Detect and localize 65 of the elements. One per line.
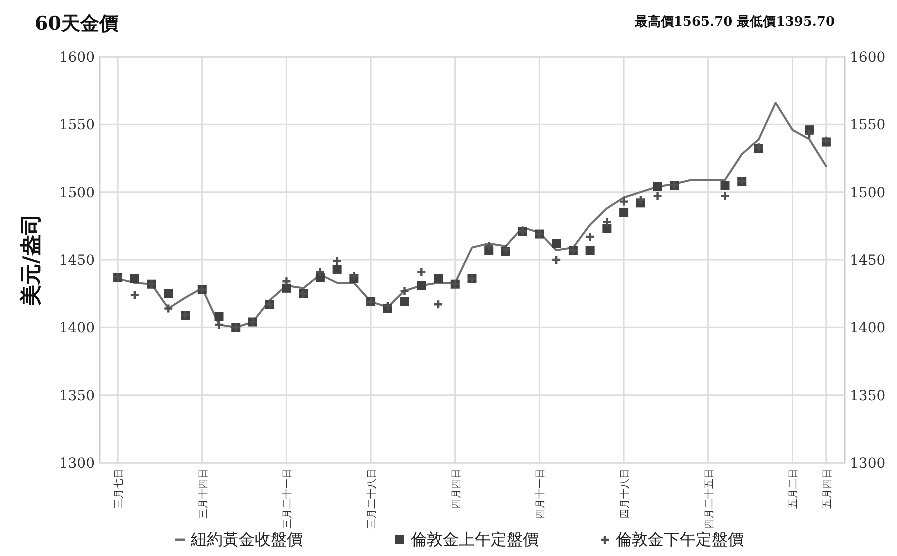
- y-tick-label: 1400: [59, 320, 95, 337]
- x-tick-label: 五月二日: [788, 469, 800, 509]
- point: [585, 232, 596, 242]
- legend-label: 倫敦金下午定盤價: [615, 530, 744, 549]
- x-tick-label: 四月十一日: [534, 469, 547, 519]
- point: [282, 284, 292, 293]
- point: [552, 239, 562, 248]
- point: [417, 281, 426, 290]
- point: [130, 290, 140, 300]
- point: [433, 300, 444, 310]
- point: [620, 208, 629, 218]
- x-tick-label: 四月十八日: [619, 469, 632, 519]
- y2-tick-label: 1350: [850, 388, 886, 404]
- legend-label: 倫敦金上午定盤價: [410, 530, 539, 549]
- y2-tick-label: 1450: [850, 253, 886, 269]
- x-tick-label: 三月十四日: [197, 469, 210, 519]
- point: [130, 274, 140, 284]
- point: [434, 274, 444, 284]
- point: [484, 241, 494, 252]
- point: [602, 217, 612, 228]
- point: [652, 191, 663, 202]
- point: [349, 271, 360, 282]
- x-tick-label: 五月四日: [822, 469, 834, 509]
- x-tick-label: 三月七日: [113, 469, 126, 509]
- y-tick-label: 1350: [59, 388, 95, 404]
- point: [400, 297, 410, 306]
- point: [618, 196, 630, 207]
- point: [382, 300, 394, 312]
- point: [416, 267, 427, 278]
- point: [586, 246, 595, 256]
- y-tick-label: 1300: [59, 456, 95, 472]
- point: [164, 304, 174, 314]
- point: [332, 264, 342, 274]
- legend-label: 紐約黃金收盤價: [190, 530, 303, 549]
- chart-subtitle: 最高價1565.70 最低價1395.70: [634, 14, 835, 30]
- x-tick-label: 四月四日: [451, 469, 462, 509]
- point: [332, 256, 342, 266]
- point: [602, 224, 612, 234]
- point: [804, 129, 815, 140]
- point: [551, 254, 562, 266]
- point: [720, 191, 730, 202]
- y2-tick-label: 1400: [850, 320, 886, 337]
- point: [214, 320, 224, 330]
- point: [164, 289, 174, 298]
- x-tick-label: 四月二十五日: [703, 469, 716, 529]
- point: [500, 244, 512, 254]
- y-tick-label: 1500: [59, 185, 95, 202]
- point: [720, 181, 730, 190]
- point: [636, 195, 646, 206]
- chart-title: 60天金價: [35, 13, 120, 35]
- y2-tick-label: 1550: [850, 118, 886, 134]
- point: [653, 182, 662, 192]
- y-tick-label: 1450: [59, 253, 95, 269]
- point: [315, 267, 326, 278]
- x-tick-label: 三月二十一日: [282, 469, 294, 529]
- y2-tick-label: 1600: [850, 50, 886, 66]
- y2-tick-label: 1300: [850, 456, 886, 472]
- y-tick-label: 1600: [59, 50, 95, 66]
- point: [214, 312, 224, 322]
- point: [282, 276, 292, 287]
- point: [400, 286, 410, 296]
- y-tick-label: 1550: [59, 118, 95, 134]
- x-tick-label: 三月二十八日: [366, 469, 378, 529]
- y-axis-title: 美元/盎司: [18, 214, 43, 307]
- y2-tick-label: 1500: [850, 185, 886, 202]
